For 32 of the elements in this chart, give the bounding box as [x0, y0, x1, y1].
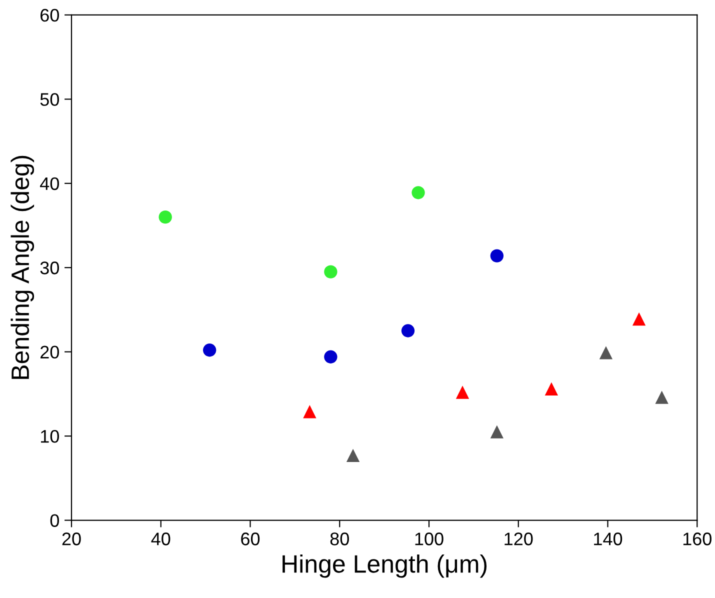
y-tick-label: 40: [40, 177, 59, 190]
y-tick-label: 0: [50, 514, 59, 527]
x-axis-title: Hinge Length (μm): [282, 554, 487, 578]
point: [324, 350, 338, 364]
point: [632, 312, 646, 326]
point: [303, 405, 316, 418]
point: [544, 382, 558, 396]
point: [599, 346, 613, 360]
point: [490, 425, 504, 438]
point: [401, 324, 415, 338]
point: [158, 210, 172, 224]
y-tick-label: 60: [40, 8, 59, 22]
x-tick-label: 40: [151, 532, 170, 546]
x-tick-label: 140: [594, 532, 622, 546]
x-tick-label: 160: [683, 532, 712, 546]
point: [346, 448, 360, 462]
x-tick-label: 20: [62, 532, 81, 546]
x-tick-label: 120: [504, 532, 533, 546]
y-tick-label: 50: [40, 93, 59, 106]
point: [655, 390, 668, 404]
point: [456, 386, 470, 399]
point: [490, 249, 504, 262]
y-tick-label: 10: [40, 430, 59, 443]
point: [324, 265, 338, 278]
x-tick-label: 60: [241, 532, 260, 546]
y-axis-title: Bending Angle (deg): [10, 156, 34, 379]
y-tick-label: 30: [40, 262, 59, 274]
point: [412, 186, 425, 200]
point: [202, 344, 216, 357]
x-tick-label: 80: [330, 532, 349, 546]
x-tick-label: 100: [415, 532, 444, 546]
y-tick-label: 20: [40, 346, 59, 359]
